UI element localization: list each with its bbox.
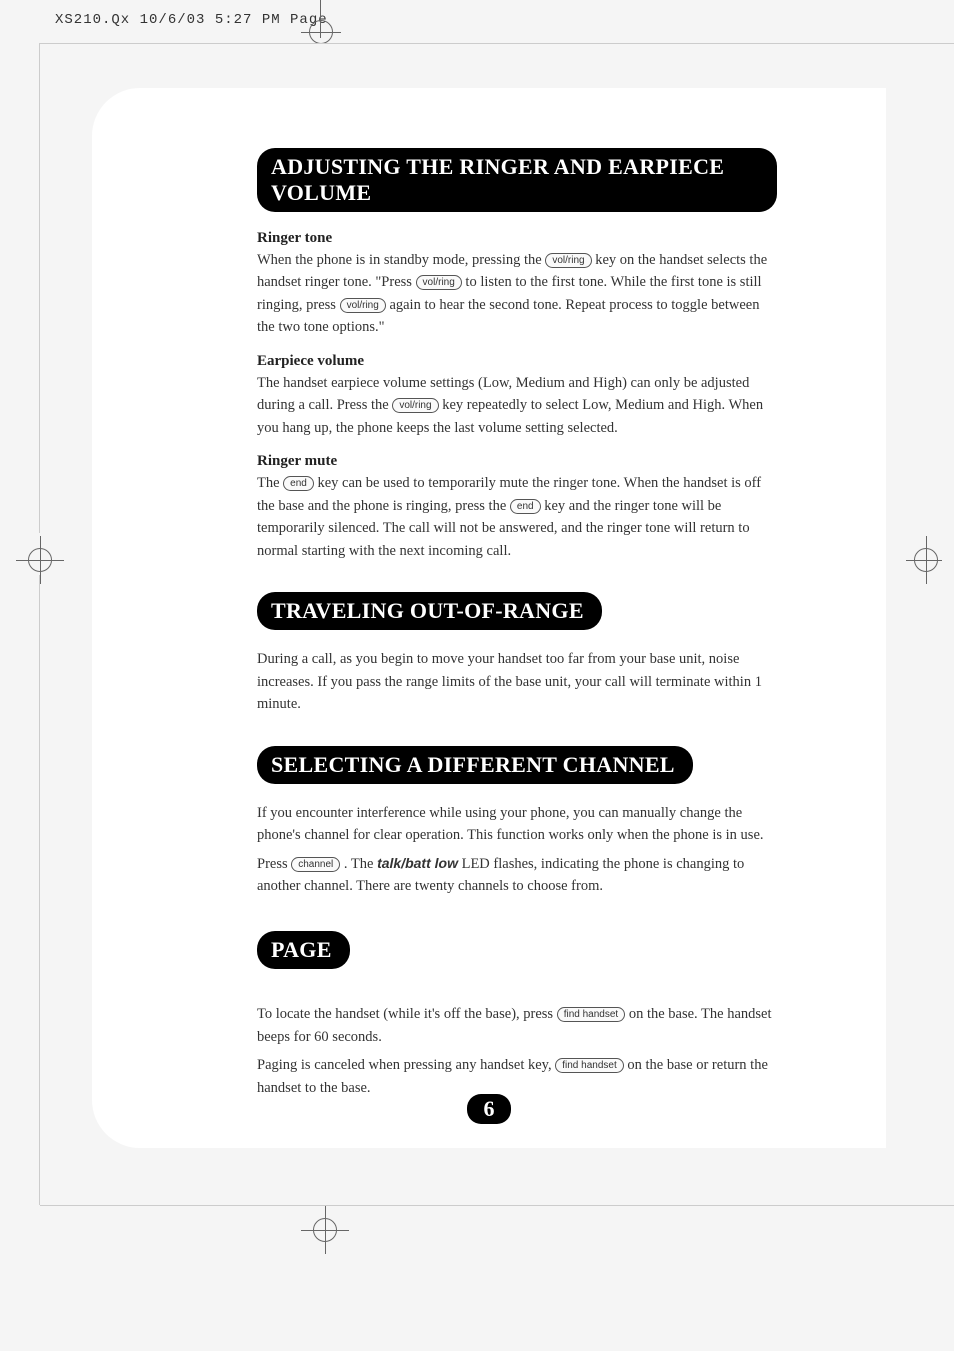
paragraph-selecting-1: If you encounter interference while usin… (257, 802, 777, 847)
paragraph-page-2: Paging is canceled when pressing any han… (257, 1054, 777, 1099)
end-key-label: end (510, 499, 541, 514)
text: Press (257, 856, 291, 872)
talk-batt-low-label: talk/batt low (377, 855, 458, 871)
paragraph-ringer-tone: When the phone is in standby mode, press… (257, 249, 777, 339)
end-key-label: end (283, 476, 314, 491)
page-number: 6 (467, 1094, 511, 1124)
heading-adjusting: ADJUSTING THE RINGER AND EARPIECE VOLUME (257, 148, 777, 212)
find-handset-key-label: find handset (557, 1007, 626, 1022)
guide-line (39, 43, 40, 533)
heading-traveling: TRAVELING OUT-OF-RANGE (257, 592, 602, 630)
subheading-ringer-mute: Ringer mute (257, 453, 777, 470)
registration-mark-top (301, 0, 341, 48)
registration-mark-bottom (301, 1206, 349, 1254)
registration-mark-right (906, 536, 954, 584)
text: To locate the handset (while it's off th… (257, 1006, 557, 1022)
volring-key-label: vol/ring (545, 253, 591, 268)
subheading-earpiece: Earpiece volume (257, 353, 777, 370)
file-header: XS210.Qx 10/6/03 5:27 PM Page (55, 12, 328, 28)
heading-selecting: SELECTING A DIFFERENT CHANNEL (257, 746, 693, 784)
text: The (257, 475, 283, 491)
content-area: ADJUSTING THE RINGER AND EARPIECE VOLUME… (257, 148, 777, 1113)
paragraph-mute: The end key can be used to temporarily m… (257, 472, 777, 562)
find-handset-key-label: find handset (555, 1058, 624, 1073)
text: . The (344, 856, 377, 872)
paragraph-page-1: To locate the handset (while it's off th… (257, 1003, 777, 1048)
paragraph-traveling: During a call, as you begin to move your… (257, 648, 777, 715)
text: When the phone is in standby mode, press… (257, 252, 545, 268)
channel-key-label: channel (291, 857, 340, 872)
paragraph-selecting-2: Press channel . The talk/batt low LED fl… (257, 853, 777, 898)
guide-line (39, 575, 40, 1205)
volring-key-label: vol/ring (340, 298, 386, 313)
volring-key-label: vol/ring (392, 398, 438, 413)
page-card: ADJUSTING THE RINGER AND EARPIECE VOLUME… (92, 88, 886, 1148)
volring-key-label: vol/ring (416, 275, 462, 290)
text: Paging is canceled when pressing any han… (257, 1057, 555, 1073)
guide-line (40, 1205, 954, 1206)
registration-mark-left (16, 536, 64, 584)
guide-line (40, 43, 954, 44)
subheading-ringer-tone: Ringer tone (257, 230, 777, 247)
heading-page: PAGE (257, 931, 350, 969)
paragraph-earpiece: The handset earpiece volume settings (Lo… (257, 372, 777, 439)
